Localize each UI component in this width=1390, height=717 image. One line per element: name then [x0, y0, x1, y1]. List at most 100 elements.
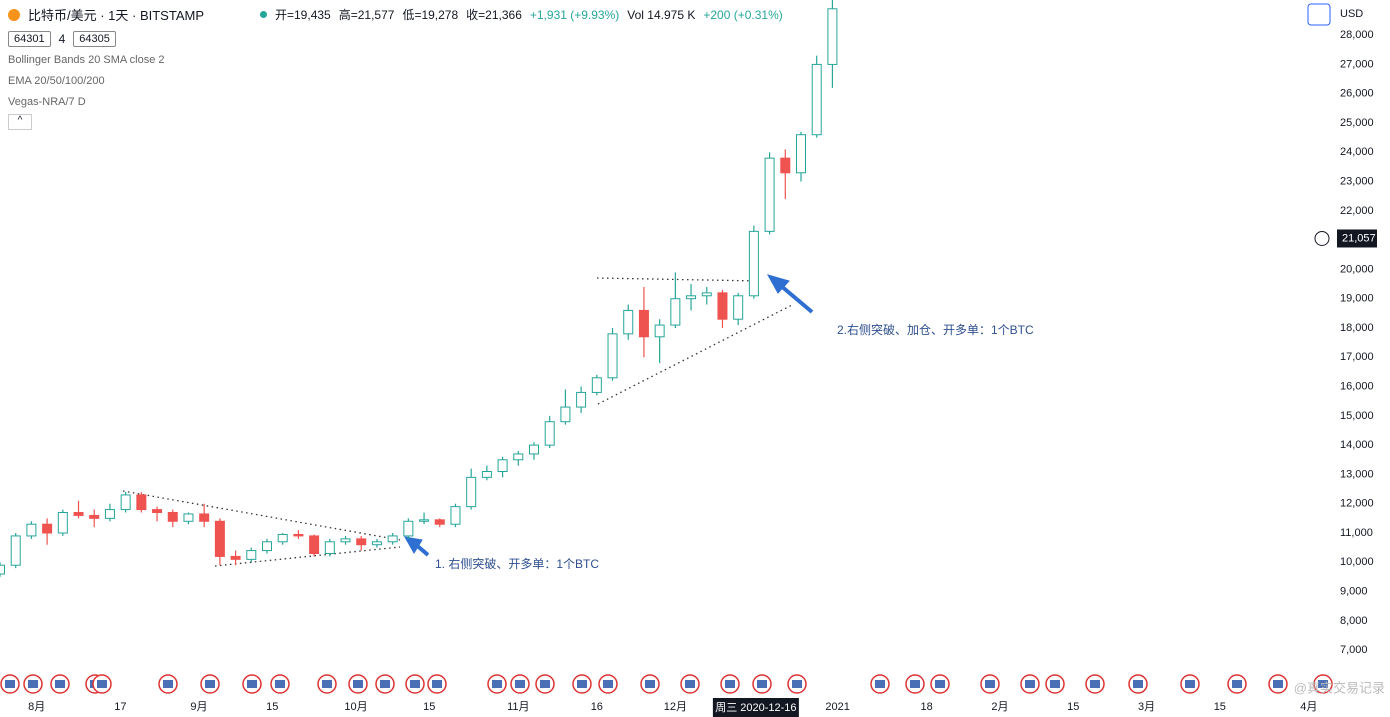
x-tick-label: 10月 — [344, 701, 367, 713]
event-icon-flag — [757, 680, 767, 688]
event-icon-flag — [603, 680, 613, 688]
x-tick-label: 15 — [266, 701, 278, 713]
x-tick-label: 15 — [1214, 701, 1226, 713]
collapse-button[interactable]: ^ — [8, 114, 32, 130]
event-icon-flag — [540, 680, 550, 688]
candle-body — [544, 421, 555, 446]
y-tick-label: 23,000 — [1340, 175, 1374, 187]
legend: 比特币/美元 · 1天 · BITSTAMP 开=19,435 高=21,577 低… — [8, 6, 783, 130]
y-tick-label: 7,000 — [1340, 644, 1368, 656]
y-tick-label: 13,000 — [1340, 468, 1374, 480]
event-icon-flag — [322, 680, 332, 688]
y-tick-label: 9,000 — [1340, 585, 1368, 597]
candle-body — [434, 519, 445, 525]
y-tick-label: 28,000 — [1340, 29, 1374, 41]
candle-body — [670, 298, 681, 326]
candle-body — [497, 459, 508, 472]
candle-body — [466, 476, 477, 508]
candle-body — [277, 533, 288, 543]
event-icon-flag — [875, 680, 885, 688]
event-icon-flag — [5, 680, 15, 688]
ohlc: 开=19,435 — [275, 8, 331, 22]
y-tick-label: 16,000 — [1340, 380, 1374, 392]
candle-body — [152, 509, 163, 514]
candle-body — [120, 494, 131, 511]
candle-body — [560, 406, 571, 423]
candle-body — [607, 333, 618, 379]
event-icon-flag — [380, 680, 390, 688]
indicator[interactable]: Vegas-NRA/7 D — [8, 95, 86, 108]
event-icon-flag — [645, 680, 655, 688]
watermark: @真实交易记录 — [1294, 680, 1385, 695]
y-tick-label: 10,000 — [1340, 556, 1374, 568]
event-icon-flag — [492, 680, 502, 688]
event-icon-flag — [1185, 680, 1195, 688]
event-icon-flag — [910, 680, 920, 688]
indicator[interactable]: Bollinger Bands 20 SMA close 2 — [8, 53, 165, 66]
candle-body — [623, 309, 634, 335]
candle-body — [324, 541, 335, 554]
candle-body — [356, 538, 367, 546]
event-icon-flag — [97, 680, 107, 688]
y-tick-label: 8,000 — [1340, 615, 1368, 627]
y-tick-label: 11,000 — [1340, 527, 1373, 539]
candle-body — [89, 514, 100, 519]
event-icon-flag — [55, 680, 65, 688]
auto-scale-button[interactable] — [1307, 3, 1331, 26]
candle-body — [638, 309, 649, 338]
candle-body — [199, 513, 210, 522]
y-tick-label: 17,000 — [1340, 351, 1374, 363]
event-icon-flag — [935, 680, 945, 688]
event-icon-flag — [685, 680, 695, 688]
x-tick-label: 12月 — [664, 701, 687, 713]
currency: USD — [1340, 8, 1363, 20]
annotation: 2.右侧突破、加仓、开多单：1个BTC — [837, 322, 1034, 337]
event-icon-flag — [205, 680, 215, 688]
arrows — [404, 274, 814, 557]
x-tick-label: 3月 — [1138, 701, 1155, 713]
event-icon-flag — [1133, 680, 1143, 688]
candle-body — [811, 63, 822, 136]
y-tick-label: 14,000 — [1340, 439, 1374, 451]
volume-change: +200 (+0.31%) — [703, 7, 783, 22]
annotation: 1. 右侧突破、开多单：1个BTC — [435, 556, 599, 571]
y-tick-label: 26,000 — [1340, 88, 1374, 100]
ohlc: 高=21,577 — [338, 8, 395, 22]
candle-body — [42, 523, 53, 534]
time-axis — [0, 697, 1390, 717]
event-icon-flag — [1090, 680, 1100, 688]
indicator[interactable]: EMA 20/50/100/200 — [8, 74, 105, 87]
candle-body — [827, 8, 838, 65]
event-icon-flag — [275, 680, 285, 688]
candle-body — [450, 506, 461, 525]
price-tag-label: 21,057 — [1342, 232, 1376, 244]
event-icon-flag — [515, 680, 525, 688]
box[interactable]: 64305 — [73, 31, 116, 47]
y-tick-label: 12,000 — [1340, 498, 1374, 510]
candle-body — [403, 520, 414, 537]
candle-body — [73, 512, 84, 516]
candle-body — [748, 230, 759, 297]
candle-body — [136, 494, 147, 511]
candle-body — [796, 134, 806, 174]
crosshair-box — [712, 698, 799, 717]
candle-body — [686, 295, 697, 300]
candle-body — [57, 512, 68, 534]
y-tick-label: 15,000 — [1340, 410, 1374, 422]
plus-button — [1314, 230, 1330, 246]
candle-body — [246, 550, 257, 560]
candle-body — [576, 391, 587, 408]
candle-body — [214, 520, 225, 557]
x-tick-label: 9月 — [190, 701, 207, 713]
x-tick-label: 15 — [1067, 701, 1079, 713]
x-tick-label: 2月 — [991, 701, 1008, 713]
coin-icon — [8, 8, 20, 21]
x-tick-label: 11月 — [507, 701, 529, 713]
event-icon-flag — [353, 680, 363, 688]
x-tick-label: 2021 — [825, 701, 849, 713]
box[interactable]: 64301 — [8, 31, 51, 47]
event-icon-flag — [410, 680, 420, 688]
candle-body — [387, 535, 398, 543]
candle-body — [371, 541, 382, 546]
